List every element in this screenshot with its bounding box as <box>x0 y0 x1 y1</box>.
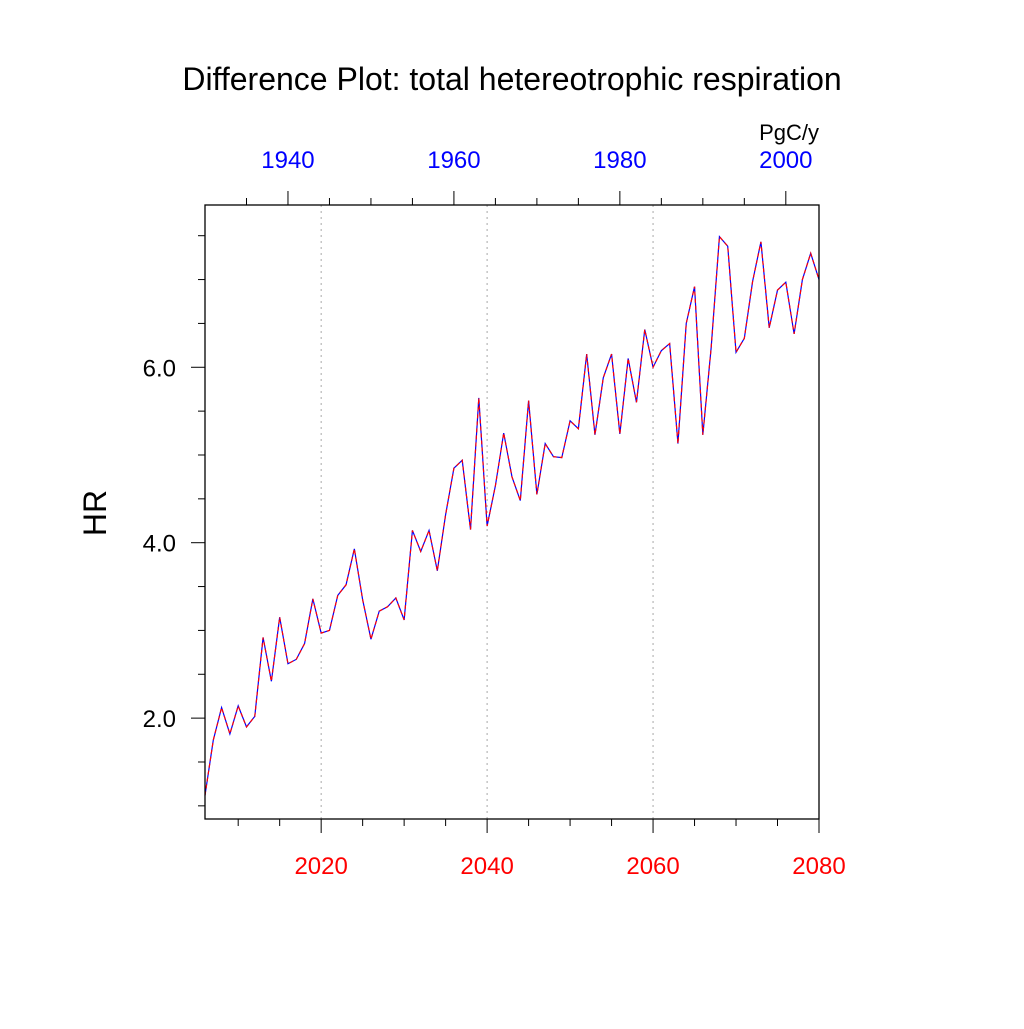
axes: 2020 2040 2060 2080 1940 1960 1980 2000 2.0 4.0 6.… <box>143 147 846 880</box>
series-line-red-dashed <box>204 235 820 796</box>
top-tick-label: 1980 <box>593 147 646 174</box>
y-tick-label: 2.0 <box>143 706 176 733</box>
top-tick-label: 1960 <box>427 147 480 174</box>
chart-title: Difference Plot: total hetereotrophic re… <box>182 61 841 97</box>
y-tick-label: 6.0 <box>143 355 176 382</box>
plot-frame <box>204 204 820 820</box>
series-line-blue <box>204 235 820 796</box>
bottom-tick-label: 2040 <box>460 853 513 880</box>
y-axis-label: HR <box>77 490 113 536</box>
top-tick-label: 1940 <box>261 147 314 174</box>
bottom-tick-label: 2020 <box>294 853 347 880</box>
y-tick-label: 4.0 <box>143 531 176 558</box>
grid-lines <box>320 205 654 819</box>
data-series <box>204 235 820 796</box>
bottom-tick-label: 2080 <box>792 853 845 880</box>
bottom-tick-label: 2060 <box>626 853 679 880</box>
units-label: PgC/y <box>759 120 819 145</box>
top-tick-label: 2000 <box>759 147 812 174</box>
